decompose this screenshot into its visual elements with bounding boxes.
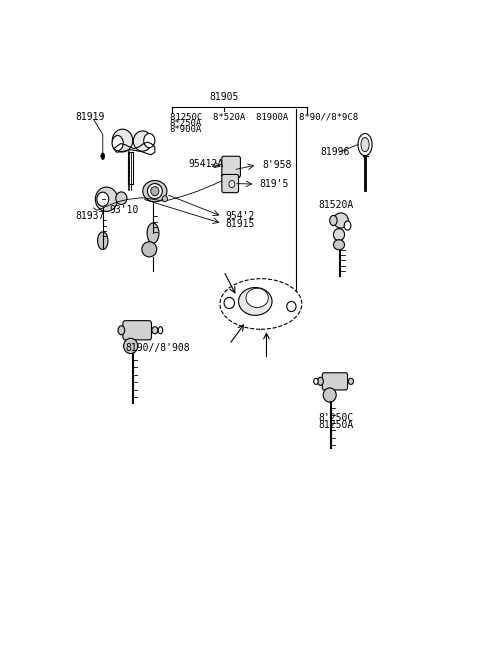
Ellipse shape <box>330 215 337 225</box>
Ellipse shape <box>147 183 162 198</box>
Ellipse shape <box>144 133 155 148</box>
Ellipse shape <box>361 137 369 152</box>
Text: 8190//8'908: 8190//8'908 <box>125 343 190 353</box>
FancyBboxPatch shape <box>222 175 239 193</box>
Ellipse shape <box>239 288 272 315</box>
Ellipse shape <box>334 213 348 228</box>
Ellipse shape <box>147 223 159 243</box>
Ellipse shape <box>101 153 105 160</box>
Ellipse shape <box>220 279 302 329</box>
Text: 81996: 81996 <box>321 147 350 157</box>
Ellipse shape <box>317 377 324 386</box>
Ellipse shape <box>229 181 235 188</box>
Ellipse shape <box>112 135 123 150</box>
Ellipse shape <box>323 388 336 402</box>
Ellipse shape <box>229 176 236 184</box>
Text: 95412A: 95412A <box>188 159 224 169</box>
Ellipse shape <box>96 187 118 212</box>
Ellipse shape <box>246 288 268 307</box>
Ellipse shape <box>152 327 158 334</box>
Ellipse shape <box>344 221 351 230</box>
Ellipse shape <box>116 192 127 204</box>
Text: 8'250C: 8'250C <box>319 413 354 423</box>
Ellipse shape <box>97 192 109 206</box>
Text: 8*900A: 8*900A <box>170 125 202 135</box>
FancyBboxPatch shape <box>123 321 152 340</box>
Text: 819'5: 819'5 <box>259 179 288 189</box>
Text: 93'10: 93'10 <box>109 206 139 215</box>
Ellipse shape <box>112 129 133 152</box>
Ellipse shape <box>118 326 125 335</box>
Ellipse shape <box>358 133 372 156</box>
Ellipse shape <box>224 298 234 309</box>
Text: 81520A: 81520A <box>319 200 354 210</box>
Ellipse shape <box>348 378 353 384</box>
Ellipse shape <box>124 338 138 353</box>
Ellipse shape <box>162 196 168 202</box>
Text: 8'958: 8'958 <box>263 160 292 170</box>
Text: 81250C  8*520A  81900A  8*90//8*9C8: 81250C 8*520A 81900A 8*90//8*9C8 <box>170 112 358 122</box>
Ellipse shape <box>143 181 167 202</box>
Ellipse shape <box>287 302 296 311</box>
Text: 81919: 81919 <box>75 112 104 122</box>
Text: 81937: 81937 <box>75 212 104 221</box>
Text: 81250A: 81250A <box>319 420 354 430</box>
Ellipse shape <box>151 187 159 196</box>
Text: 81915: 81915 <box>226 219 255 229</box>
FancyBboxPatch shape <box>322 373 348 390</box>
Ellipse shape <box>97 232 108 250</box>
Ellipse shape <box>334 229 345 240</box>
Ellipse shape <box>158 327 163 334</box>
Text: 8*250A: 8*250A <box>170 119 202 128</box>
Ellipse shape <box>142 242 157 257</box>
Ellipse shape <box>314 378 318 384</box>
Text: 954'2: 954'2 <box>226 212 255 221</box>
Ellipse shape <box>334 240 345 250</box>
FancyBboxPatch shape <box>222 156 240 177</box>
Ellipse shape <box>133 131 152 151</box>
Text: 81905: 81905 <box>209 91 239 102</box>
